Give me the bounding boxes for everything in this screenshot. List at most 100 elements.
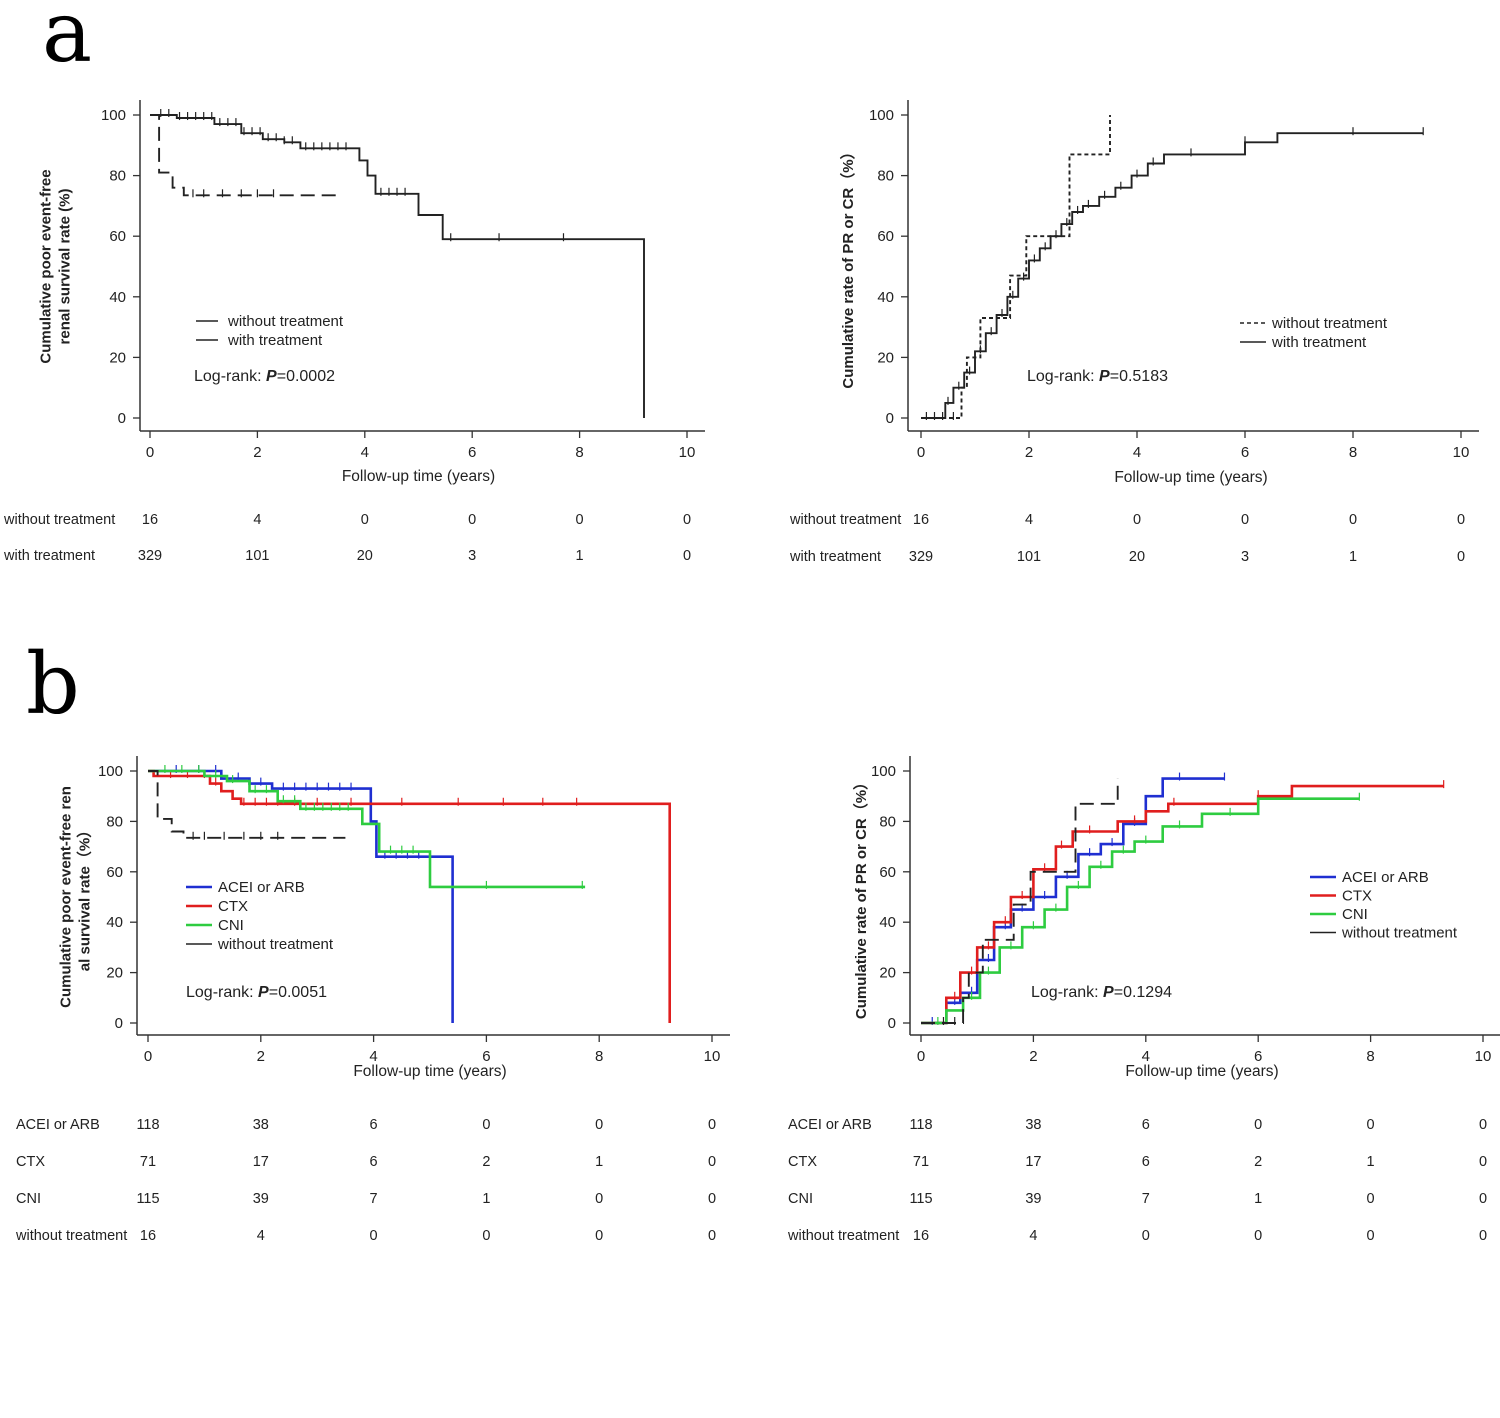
risk-count: 0: [1254, 1117, 1263, 1133]
x-tick-label: 8: [1349, 444, 1357, 461]
series-line-cni: [148, 769, 586, 889]
risk-row-label: without treatment: [788, 1228, 900, 1244]
log-rank-annotation: Log-rank: P=0.1294: [1031, 984, 1172, 1001]
y-tick-label: 40: [109, 289, 126, 306]
risk-row-label: CTX: [788, 1154, 817, 1170]
risk-row-label: ACEI or ARB: [16, 1117, 100, 1133]
risk-count: 0: [707, 1191, 717, 1207]
series-line-with-treatment: [150, 114, 645, 418]
log-rank-p-value: =0.0051: [269, 984, 327, 1001]
risk-count: 71: [139, 1154, 157, 1170]
risk-count: 0: [360, 512, 369, 528]
risk-count: 20: [1128, 549, 1146, 565]
risk-count: 0: [682, 512, 692, 528]
y-axis-label-line: Cumulative poor event-free ren: [58, 786, 75, 1008]
risk-count: 3: [1240, 549, 1250, 565]
y-tick-label: 60: [877, 228, 894, 245]
risk-count: 1: [595, 1154, 604, 1170]
risk-count: 115: [909, 1191, 933, 1207]
y-tick-label: 20: [109, 349, 126, 366]
risk-count: 0: [369, 1228, 378, 1244]
risk-count: 16: [912, 512, 930, 528]
legend-label: without treatment: [1341, 925, 1458, 942]
risk-count: 0: [468, 512, 477, 528]
log-rank-annotation: Log-rank: P=0.5183: [1027, 368, 1168, 385]
x-tick-label: 10: [704, 1048, 721, 1065]
log-rank-annotation: Log-rank: P=0.0051: [186, 984, 327, 1001]
risk-count: 1: [575, 548, 584, 564]
x-axis-label: Follow-up time (years): [1125, 1063, 1278, 1080]
log-rank-p-symbol: P: [266, 368, 277, 385]
risk-count: 16: [141, 512, 159, 528]
x-tick-label: 4: [369, 1048, 377, 1065]
risk-count: 0: [1240, 512, 1250, 528]
risk-count: 2: [1254, 1154, 1263, 1170]
y-tick-label: 100: [871, 763, 896, 780]
log-rank-prefix: Log-rank:: [1031, 984, 1103, 1001]
risk-row-label: without treatment: [16, 1228, 128, 1244]
risk-count: 2: [482, 1154, 491, 1170]
risk-count: 0: [707, 1154, 717, 1170]
y-tick-label: 20: [106, 965, 123, 982]
risk-count: 17: [252, 1154, 269, 1170]
y-tick-label: 0: [115, 1015, 123, 1032]
legend-label: with treatment: [1271, 334, 1367, 351]
risk-count: 39: [1025, 1191, 1042, 1207]
y-tick-label: 100: [869, 107, 894, 124]
log-rank-p-value: =0.1294: [1114, 984, 1172, 1001]
risk-count: 0: [1254, 1228, 1263, 1244]
legend-label: without treatment: [1271, 315, 1388, 332]
risk-count: 6: [1141, 1154, 1150, 1170]
y-tick-label: 0: [888, 1015, 896, 1032]
risk-count: 0: [707, 1117, 717, 1133]
x-axis-label: Follow-up time (years): [342, 468, 495, 485]
risk-count: 6: [369, 1117, 378, 1133]
y-axis-label-line: Cumulative poor event-free: [38, 169, 55, 363]
x-tick-label: 0: [146, 444, 154, 461]
panel-letter-a: a: [42, 0, 93, 81]
x-tick-label: 8: [595, 1048, 603, 1065]
y-tick-label: 0: [118, 410, 126, 427]
risk-row-label: CNI: [788, 1191, 813, 1207]
risk-count: 16: [139, 1228, 157, 1244]
log-rank-p-symbol: P: [1099, 368, 1110, 385]
risk-count: 0: [1132, 512, 1142, 528]
risk-count: 0: [482, 1228, 491, 1244]
legend-label: without treatment: [217, 936, 334, 953]
y-tick-label: 20: [877, 349, 894, 366]
y-tick-label: 40: [106, 914, 123, 931]
x-tick-label: 0: [917, 1048, 925, 1065]
risk-count: 1: [1366, 1154, 1375, 1170]
x-tick-label: 6: [1254, 1048, 1262, 1065]
x-tick-label: 2: [1025, 444, 1033, 461]
x-tick-label: 10: [679, 444, 696, 461]
x-tick-label: 8: [575, 444, 583, 461]
risk-count: 4: [1024, 512, 1034, 528]
y-tick-label: 20: [879, 965, 896, 982]
legend-label: with treatment: [227, 332, 323, 349]
y-tick-label: 80: [879, 813, 896, 830]
x-tick-label: 4: [361, 444, 369, 461]
risk-row-label: CNI: [16, 1191, 41, 1207]
log-rank-prefix: Log-rank:: [1027, 368, 1099, 385]
series-line-ctx: [148, 769, 672, 1023]
risk-count: 101: [245, 548, 270, 564]
risk-row-label: ACEI or ARB: [788, 1117, 872, 1133]
x-tick-label: 2: [1029, 1048, 1037, 1065]
risk-count: 0: [1141, 1228, 1150, 1244]
x-tick-label: 10: [1453, 444, 1470, 461]
y-tick-label: 60: [109, 228, 126, 245]
x-tick-label: 2: [257, 1048, 265, 1065]
legend-label: without treatment: [227, 313, 344, 330]
risk-count: 0: [575, 512, 584, 528]
y-tick-label: 40: [879, 914, 896, 931]
y-tick-label: 60: [879, 864, 896, 881]
risk-count: 0: [1478, 1228, 1488, 1244]
log-rank-p-symbol: P: [1103, 984, 1114, 1001]
risk-count: 118: [909, 1117, 933, 1133]
risk-row-label: without treatment: [790, 512, 902, 528]
